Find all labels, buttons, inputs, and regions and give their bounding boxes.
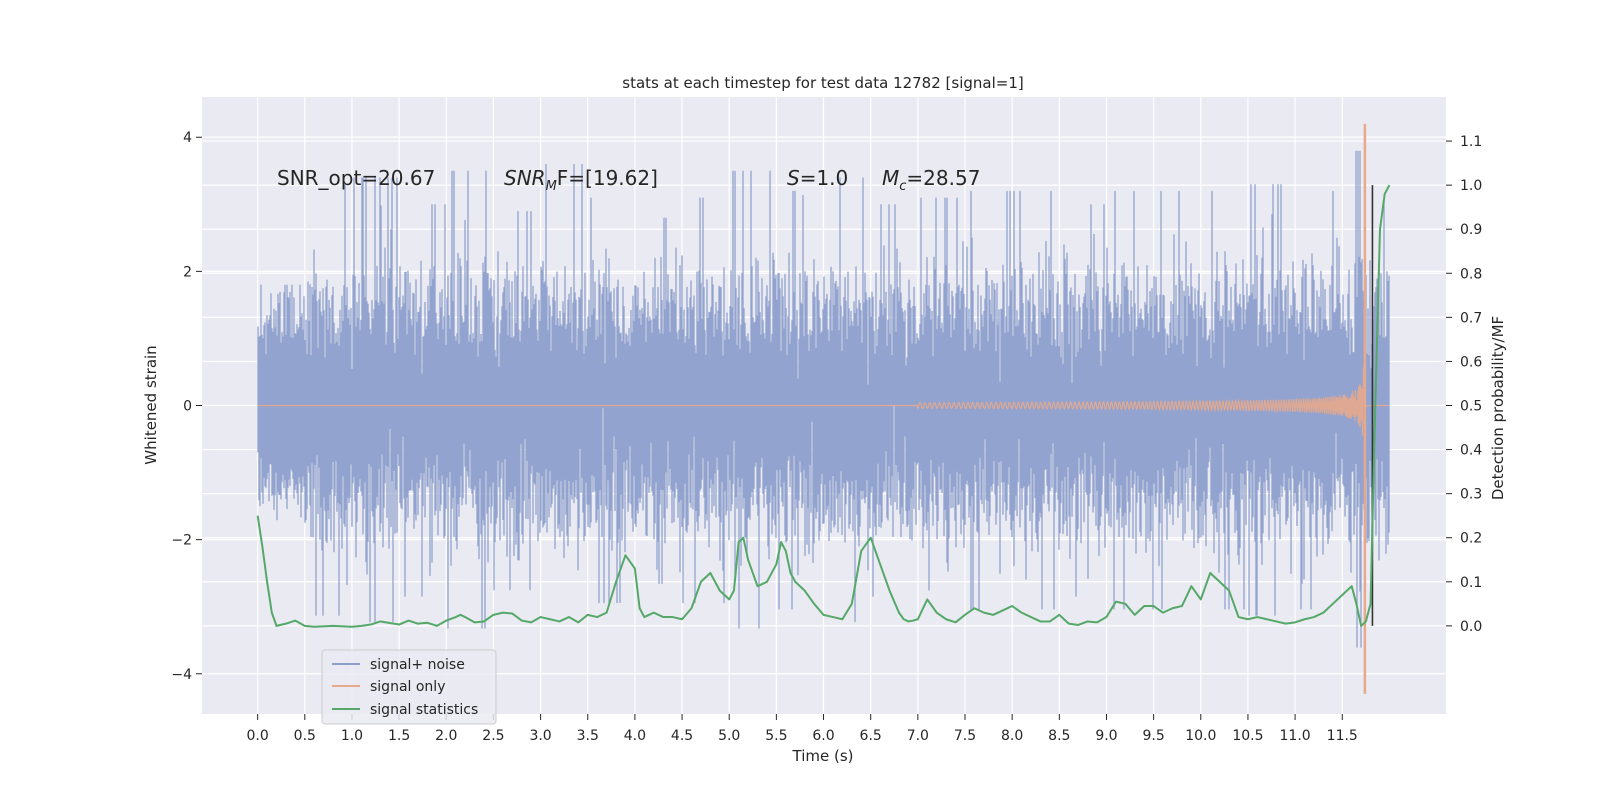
x-tick-label: 7.5 bbox=[954, 728, 976, 744]
annotation-mc-name: M bbox=[882, 166, 899, 190]
right-y-tick-label: 0.6 bbox=[1460, 354, 1482, 370]
x-tick-label: 1.5 bbox=[388, 728, 410, 744]
annotation-mc: Mc=28.57 bbox=[882, 166, 980, 194]
right-y-tick-label: 0.3 bbox=[1460, 487, 1482, 503]
x-axis: 0.0 0.5 1.0 1.5 2.0 2.5 3.0 3.5 4.0 4.5 5.0 5.5 6.0 6… bbox=[247, 714, 1358, 744]
chart-title: stats at each timestep for test data 127… bbox=[622, 74, 1023, 92]
x-tick-label: 9.0 bbox=[1095, 728, 1117, 744]
annotation-s: S=1.0 bbox=[787, 166, 848, 190]
right-y-tick-label: 1.0 bbox=[1460, 178, 1482, 194]
legend-label-signal-only: signal only bbox=[370, 679, 445, 695]
annotation-s-rest: =1.0 bbox=[800, 166, 849, 190]
annotation-mc-sub: c bbox=[899, 179, 906, 194]
annotation-s-name: S bbox=[787, 166, 800, 190]
x-tick-label: 9.5 bbox=[1142, 728, 1164, 744]
x-tick-label: 2.0 bbox=[435, 728, 457, 744]
right-y-tick-label: 0.2 bbox=[1460, 531, 1482, 547]
x-axis-label: Time (s) bbox=[792, 747, 854, 765]
x-tick-label: 6.0 bbox=[812, 728, 834, 744]
x-tick-label: 0.5 bbox=[294, 728, 316, 744]
right-y-tick-label: 0.7 bbox=[1460, 310, 1482, 326]
right-y-tick-label: 0.1 bbox=[1460, 575, 1482, 591]
signal-statistics-line bbox=[256, 184, 1391, 628]
signal-statistics-series bbox=[256, 184, 1391, 628]
legend-box bbox=[321, 649, 497, 725]
left-y-tick-label: −2 bbox=[171, 533, 192, 549]
right-y-tick-label: 0.4 bbox=[1460, 443, 1482, 459]
annotation-snr-mf-sub: M bbox=[546, 179, 557, 194]
left-y-tick-label: 4 bbox=[183, 130, 192, 146]
right-y-tick-label: 0.8 bbox=[1460, 266, 1482, 282]
left-y-axis: 4 2 0 −2 −4 bbox=[171, 130, 202, 683]
right-y-tick-label: 0.0 bbox=[1460, 619, 1482, 635]
x-tick-label: 6.5 bbox=[860, 728, 882, 744]
x-tick-label: 0.0 bbox=[247, 728, 269, 744]
legend-label-signal-statistics: signal statistics bbox=[370, 702, 478, 718]
right-y-tick-label: 0.9 bbox=[1460, 222, 1482, 238]
x-tick-label: 5.0 bbox=[718, 728, 740, 744]
right-y-tick-label: 1.1 bbox=[1460, 134, 1482, 150]
annotation-snr-mf-rest: F=[19.62] bbox=[557, 166, 658, 190]
left-y-axis-label: Whitened strain bbox=[142, 345, 160, 464]
x-tick-label: 8.0 bbox=[1001, 728, 1023, 744]
legend: signal+ noise signal only signal statist… bbox=[321, 649, 497, 725]
x-tick-label: 11.5 bbox=[1327, 728, 1358, 744]
annotation-mc-rest: =28.57 bbox=[906, 166, 980, 190]
x-tick-label: 4.5 bbox=[671, 728, 693, 744]
x-tick-label: 4.0 bbox=[624, 728, 646, 744]
x-tick-label: 1.0 bbox=[341, 728, 363, 744]
signal-only-series bbox=[257, 123, 1390, 694]
annotations: SNR_opt=20.67 SNRMF=[19.62] S=1.0 Mc=28.… bbox=[277, 166, 980, 194]
x-tick-label: 11.0 bbox=[1280, 728, 1311, 744]
annotation-snr-opt: SNR_opt=20.67 bbox=[277, 166, 435, 190]
annotation-snr-mf: SNRMF=[19.62] bbox=[504, 166, 658, 194]
left-y-tick-label: 0 bbox=[183, 399, 192, 415]
x-tick-label: 7.0 bbox=[907, 728, 929, 744]
left-y-tick-label: 2 bbox=[183, 264, 192, 280]
x-tick-label: 3.0 bbox=[529, 728, 551, 744]
x-tick-label: 10.0 bbox=[1185, 728, 1216, 744]
x-tick-label: 8.5 bbox=[1048, 728, 1070, 744]
left-y-tick-label: −4 bbox=[171, 667, 192, 683]
legend-label-signal-noise: signal+ noise bbox=[370, 657, 465, 673]
annotation-snr-mf-name: SNR bbox=[504, 166, 546, 190]
x-tick-label: 3.5 bbox=[577, 728, 599, 744]
x-tick-label: 2.5 bbox=[482, 728, 504, 744]
right-y-axis-label: Detection probability/MF bbox=[1489, 316, 1507, 500]
right-y-axis: 1.1 1.0 0.9 0.8 0.7 0.6 0.5 0.4 0.3 0.2 0.1 0.0 bbox=[1446, 134, 1482, 635]
right-y-tick-label: 0.5 bbox=[1460, 399, 1482, 415]
x-tick-label: 5.5 bbox=[765, 728, 787, 744]
signal-only-line bbox=[257, 342, 1390, 436]
x-tick-label: 10.5 bbox=[1232, 728, 1263, 744]
